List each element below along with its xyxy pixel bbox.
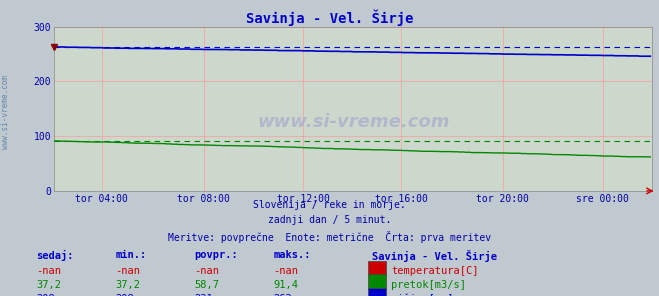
Text: zadnji dan / 5 minut.: zadnji dan / 5 minut. [268,215,391,226]
Text: 263: 263 [273,294,292,296]
Text: Meritve: povprečne  Enote: metrične  Črta: prva meritev: Meritve: povprečne Enote: metrične Črta:… [168,231,491,244]
Text: 231: 231 [194,294,213,296]
Text: www.si-vreme.com: www.si-vreme.com [1,75,10,149]
Text: Slovenija / reke in morje.: Slovenija / reke in morje. [253,200,406,210]
Text: Savinja - Vel. Širje: Savinja - Vel. Širje [246,9,413,26]
Text: -nan: -nan [194,266,219,276]
Text: sedaj:: sedaj: [36,250,74,261]
Text: 208: 208 [36,294,55,296]
Text: 91,4: 91,4 [273,280,299,290]
Text: Savinja - Vel. Širje: Savinja - Vel. Širje [372,250,498,262]
Text: -nan: -nan [115,266,140,276]
Text: www.si-vreme.com: www.si-vreme.com [257,113,449,131]
Text: maks.:: maks.: [273,250,311,260]
Text: -nan: -nan [36,266,61,276]
Text: min.:: min.: [115,250,146,260]
Text: -nan: -nan [273,266,299,276]
Text: temperatura[C]: temperatura[C] [391,266,479,276]
Text: povpr.:: povpr.: [194,250,238,260]
Text: pretok[m3/s]: pretok[m3/s] [391,280,467,290]
Text: 58,7: 58,7 [194,280,219,290]
Text: 37,2: 37,2 [36,280,61,290]
Text: 37,2: 37,2 [115,280,140,290]
Text: višina[cm]: višina[cm] [391,294,454,296]
Text: 208: 208 [115,294,134,296]
